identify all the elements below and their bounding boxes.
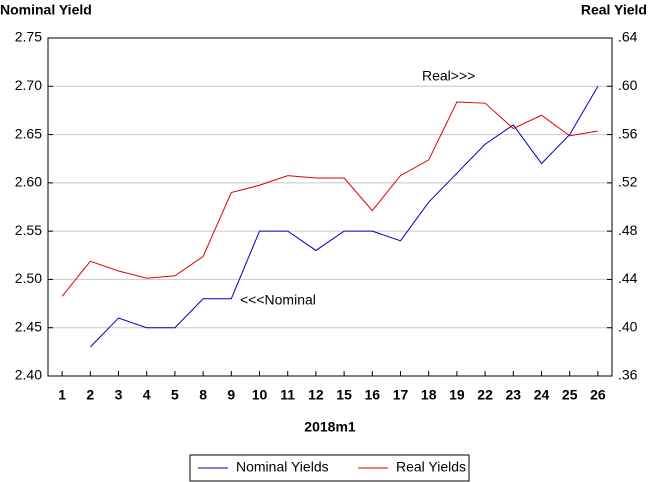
y-tick-label: 2.50 [15,270,42,286]
x-tick-label: 11 [280,387,295,403]
y2-tick-label: .48 [618,222,638,238]
y2-tick-label: .44 [618,270,638,286]
y2-tick-label: .36 [618,367,638,383]
y-tick-label: 2.70 [15,77,42,93]
y2-axis-label: Real Yield [581,2,647,18]
y2-tick-label: .56 [618,125,638,141]
y2-tick-label: .60 [618,77,638,93]
x-tick-label: 2 [86,387,94,403]
x-axis-label: 2018m1 [304,419,356,435]
y-tick-label: 2.60 [15,174,42,190]
y-tick-label: 2.45 [15,318,42,334]
series-line [61,101,598,297]
y-tick-label: 2.75 [15,29,42,45]
x-tick-label: 18 [421,387,437,403]
x-tick-label: 1 [58,387,66,403]
x-tick-label: 15 [336,387,352,403]
y2-tick-label: .52 [618,174,638,190]
x-tick-label: 4 [143,387,151,403]
x-tick-label: 24 [534,387,550,403]
x-tick-label: 9 [227,387,235,403]
x-tick-label: 3 [115,387,123,403]
y2-tick-label: .40 [618,318,638,334]
y-axis-label: Nominal Yield [0,2,92,18]
x-tick-label: 16 [365,387,381,403]
y-tick-label: 2.65 [15,125,42,141]
annotation: <<<Nominal [240,292,316,308]
y-tick-label: 2.55 [15,222,42,238]
legend-label: Real Yields [396,459,466,475]
x-tick-label: 17 [393,387,409,403]
x-tick-label: 10 [252,387,268,403]
legend-label: Nominal Yields [236,459,329,475]
x-tick-label: 8 [199,387,207,403]
x-tick-label: 23 [506,387,522,403]
x-tick-label: 25 [562,387,578,403]
y2-tick-label: .64 [618,29,638,45]
x-tick-label: 19 [449,387,465,403]
y-tick-label: 2.40 [15,367,42,383]
x-tick-label: 5 [171,387,179,403]
annotation: Real>>> [422,68,475,84]
x-tick-label: 12 [308,387,324,403]
plot-frame [47,37,613,377]
x-tick-label: 22 [477,387,493,403]
legend-box [189,454,470,482]
series-line [89,86,599,348]
x-tick-label: 26 [590,387,606,403]
